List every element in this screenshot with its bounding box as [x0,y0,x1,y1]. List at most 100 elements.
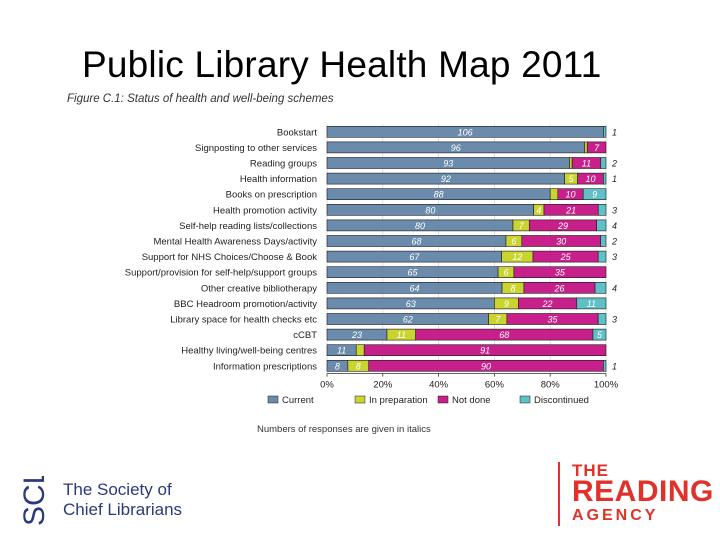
x-tick-label: 0% [320,380,334,391]
category-label: BBC Headroom promotion/activity [174,299,317,310]
category-label: Books on prescription [226,190,317,201]
bar-segment [603,359,607,372]
category-label: Library space for health checks etc [170,315,317,326]
x-tick-label: 40% [429,380,449,391]
scl-line-2: Chief Librarians [63,500,183,519]
legend-label: Not done [452,395,491,406]
data-label: 7 [495,315,501,325]
data-label: 3 [612,205,617,215]
category-label: Health promotion activity [213,205,317,216]
data-label: 63 [406,299,416,309]
category-label: cCBT [293,330,317,341]
data-label: 9 [592,190,597,200]
data-label: 1 [612,127,617,137]
data-label: 25 [560,252,572,262]
data-label: 80 [425,205,435,215]
data-label: 2 [611,237,617,247]
data-label: 68 [411,237,421,247]
bar-segment [603,126,607,138]
data-label: 8 [510,283,515,293]
data-label: 35 [548,315,559,325]
category-label: Self-help reading lists/collections [179,221,317,232]
x-tick-label: 60% [485,380,505,391]
reading-agency-logo: THE READING AGENCY [552,460,714,530]
data-label: 12 [512,252,522,262]
category-label: Other creative bibliotherapy [201,283,317,294]
bar-segment [586,141,607,154]
ra-line-the: THE [572,461,609,480]
data-label: 7 [519,221,525,231]
data-label: 6 [511,237,516,247]
legend-label: Discontinued [534,395,589,406]
category-label: Mental Health Awareness Days/activity [153,237,317,248]
data-label: 62 [403,315,413,325]
data-label: 64 [410,283,420,293]
data-label: 67 [409,252,420,262]
chart-title: Figure C.1: Status of health and well-be… [67,93,334,105]
category-label: Support for NHS Choices/Choose & Book [142,252,318,263]
legend-swatch [267,395,279,404]
data-label: 10 [565,190,575,200]
bar-segment [597,250,607,263]
data-label: 88 [434,190,444,200]
bar-segment [603,172,607,185]
x-tick-label: 100% [594,380,619,391]
data-label: 7 [594,143,600,153]
data-label: 11 [397,330,406,340]
data-label: 93 [443,159,453,169]
data-label: 11 [587,299,596,309]
data-label: 8 [356,361,361,371]
x-tick-label: 20% [373,380,393,391]
data-label: 80 [415,221,425,231]
legend-swatch [437,395,449,404]
data-label: 4 [612,221,617,231]
data-label: 8 [335,361,340,371]
bar-segment [592,328,607,341]
data-label: 10 [585,174,595,184]
data-label: 9 [504,299,509,309]
legend-swatch [354,395,366,404]
x-tick-label: 80% [541,380,561,391]
chart-note: Numbers of responses are given in italic… [257,424,431,435]
category-label: Signposting to other services [195,143,317,154]
scl-logo: SCL The Society of Chief Librarians [8,470,188,530]
ra-line-agency: AGENCY [572,507,659,524]
legend-swatch [519,395,531,404]
data-label: 91 [480,346,490,356]
bar-segment [600,235,607,247]
bar-segment [584,141,588,154]
data-label: 11 [582,159,591,169]
category-label: Bookstart [277,127,317,138]
data-label: 30 [556,237,566,247]
legend-label: In preparation [369,395,428,406]
ra-line-reading: READING [572,475,714,508]
bar-segment [600,157,607,169]
bar-segment [576,297,607,310]
data-label: 96 [451,143,461,153]
data-label: 35 [555,268,566,278]
data-label: 5 [597,330,603,340]
data-label: 23 [351,330,362,340]
data-label: 68 [499,330,509,340]
logo-divider [558,462,560,526]
bar-segment [594,281,607,294]
scl-line-1: The Society of [63,480,172,499]
category-label: Reading groups [250,159,317,170]
slide-title: Public Library Health Map 2011 [82,44,602,85]
data-label: 1 [612,361,617,371]
data-label: 106 [458,127,473,137]
data-label: 65 [408,268,419,278]
data-label: 3 [612,315,617,325]
category-label: Healthy living/well-being centres [181,346,317,357]
bar-segment [549,188,559,200]
data-label: 90 [481,361,491,371]
data-label: 3 [612,252,617,262]
data-label: 4 [612,283,617,293]
bar-segment [569,157,573,169]
data-label: 92 [441,174,451,184]
data-label: 11 [337,346,346,356]
scl-mark-icon: SCL [18,476,51,526]
bar-segment [596,219,607,232]
bar-segment [513,266,607,279]
